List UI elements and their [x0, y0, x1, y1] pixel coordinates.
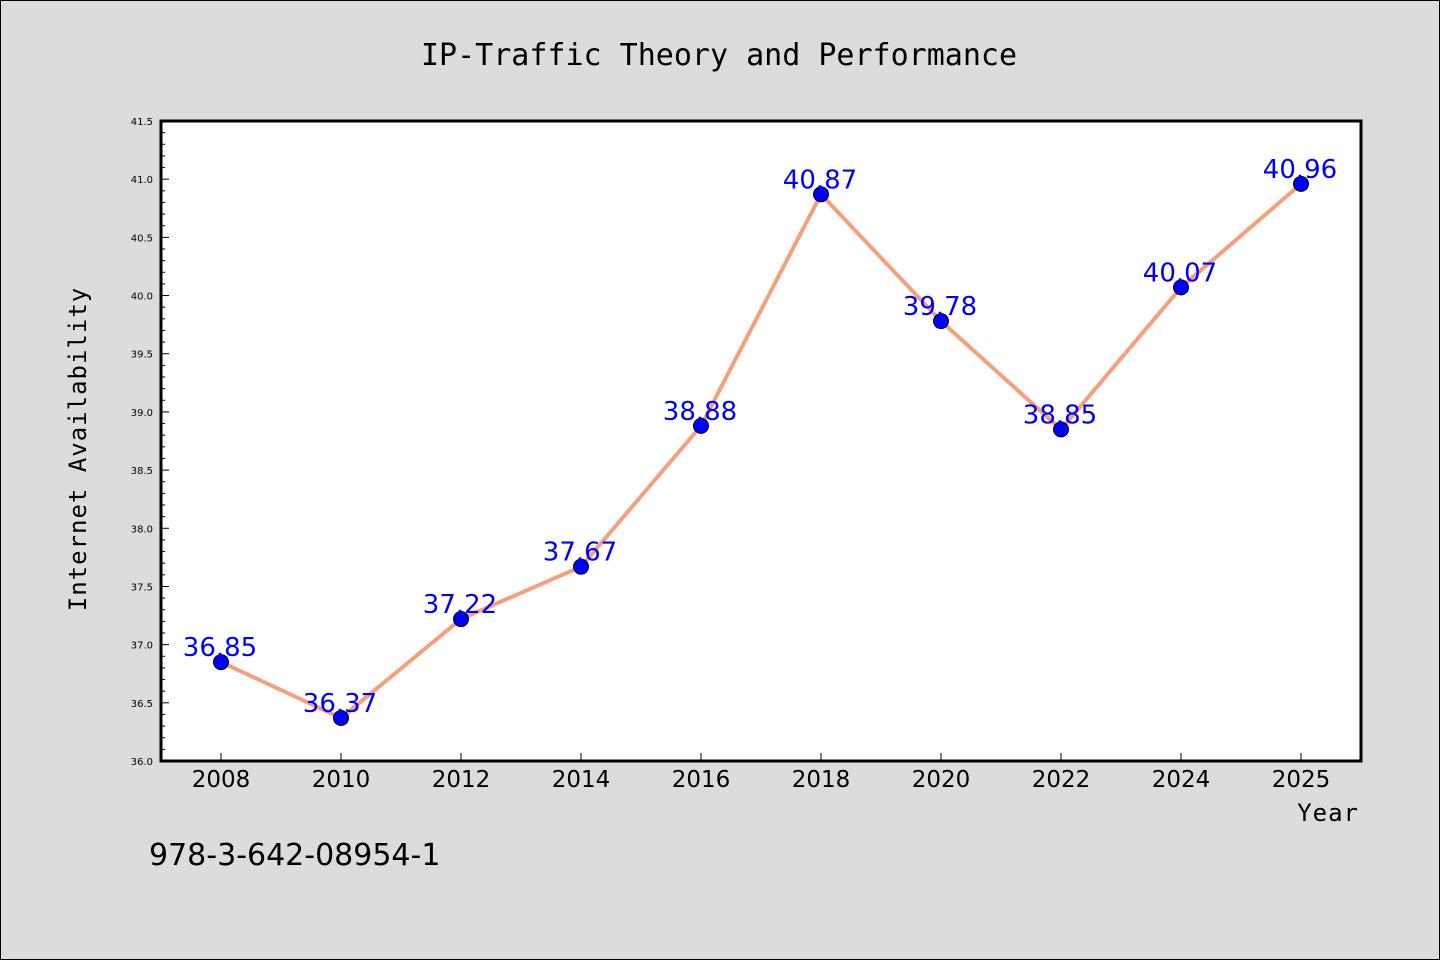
x-tick-label: 2024 [1152, 767, 1211, 793]
x-axis-title: Year [1297, 799, 1359, 827]
data-point-marker [333, 709, 349, 726]
data-label: 38.85 [1023, 400, 1097, 430]
data-label: 36.85 [183, 633, 257, 663]
isbn-text: 978-3-642-08954-1 [149, 838, 440, 873]
data-labels-group: 36.85 36.37 37.22 37.67 38.88 40.87 39.78 38.85… [183, 155, 1337, 719]
x-tick-label: 2012 [432, 767, 491, 793]
plot-area [159, 119, 1363, 763]
data-label: 37.22 [423, 590, 497, 620]
x-tick-label: 2018 [792, 767, 851, 793]
data-point-marker [813, 186, 829, 203]
data-point-marker [1053, 421, 1069, 438]
x-tick-label: 2025 [1272, 767, 1331, 793]
y-tick-label: 37.0 [131, 641, 153, 652]
markers-group [213, 175, 1309, 726]
y-axis: 36.0 36.5 37.0 37.5 38.0 38.5 39.0 39.5 40.0 40.5… [131, 117, 169, 768]
y-tick-label: 37.5 [131, 582, 153, 593]
y-tick-label: 41.0 [131, 175, 153, 186]
data-label: 38.88 [663, 397, 737, 427]
x-tick-label: 2008 [192, 767, 251, 793]
series-line [220, 182, 1303, 720]
data-label: 40.07 [1143, 258, 1217, 288]
y-tick-label: 40.5 [131, 233, 153, 244]
series-line-group [220, 182, 1303, 720]
data-label: 40.87 [783, 165, 857, 195]
y-tick-label: 36.5 [131, 699, 153, 710]
y-tick-label: 39.5 [131, 350, 153, 361]
data-point-marker [573, 558, 589, 575]
data-point-marker [693, 417, 709, 434]
x-axis: 2008 2010 2012 2014 2016 2018 2020 2022 2024 2025 [192, 753, 1331, 793]
y-tick-label: 36.0 [131, 757, 153, 768]
y-tick-label: 38.0 [131, 524, 153, 535]
data-point-marker [1173, 279, 1189, 296]
x-tick-label: 2022 [1032, 767, 1091, 793]
data-point-marker [1293, 175, 1309, 192]
chart-title: IP-Traffic Theory and Performance [421, 38, 1017, 73]
data-label: 40.96 [1263, 155, 1337, 185]
y-axis-title: Internet Availability [64, 287, 92, 611]
x-tick-label: 2010 [312, 767, 371, 793]
data-label: 36.37 [303, 689, 377, 719]
data-label: 39.78 [903, 292, 977, 322]
data-point-marker [213, 654, 229, 671]
x-tick-label: 2020 [912, 767, 971, 793]
y-tick-label: 38.5 [131, 466, 153, 477]
x-tick-label: 2016 [672, 767, 731, 793]
x-tick-label: 2014 [552, 767, 611, 793]
y-tick-label: 40.0 [131, 292, 153, 303]
data-label: 37.67 [543, 538, 617, 568]
data-point-marker [453, 611, 469, 628]
y-tick-label: 41.5 [131, 117, 153, 128]
y-tick-label: 39.0 [131, 408, 153, 419]
data-point-marker [933, 313, 949, 330]
